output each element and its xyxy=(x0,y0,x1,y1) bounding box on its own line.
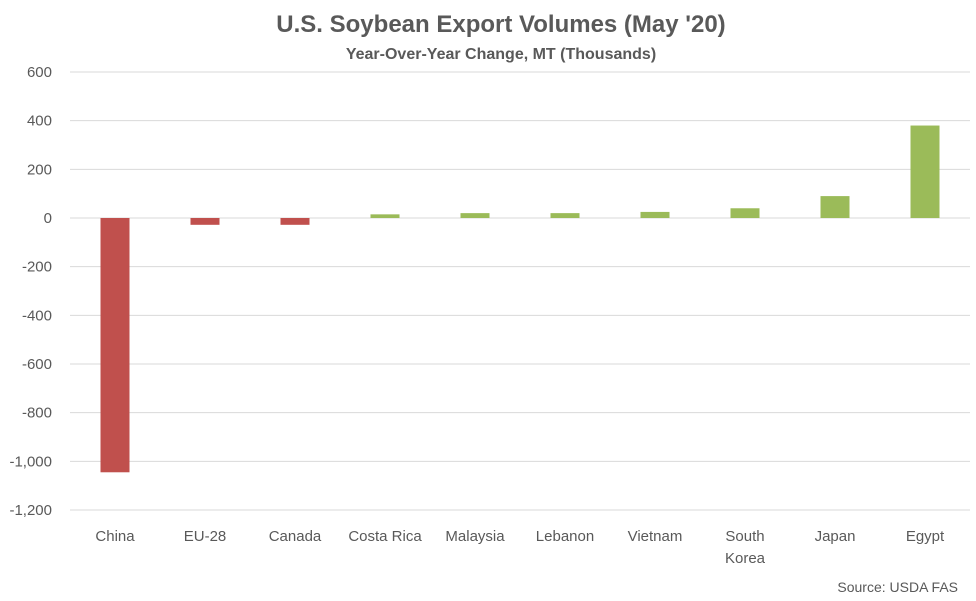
bar xyxy=(820,196,850,218)
bar xyxy=(100,218,130,473)
x-category-label: EU-28 xyxy=(184,528,227,545)
bar xyxy=(910,125,940,218)
y-tick-label: -800 xyxy=(22,405,52,422)
bar xyxy=(190,218,220,225)
bar xyxy=(370,214,400,218)
y-tick-label: -200 xyxy=(22,259,52,276)
source-note: Source: USDA FAS xyxy=(837,579,958,595)
x-category-label: Canada xyxy=(269,528,322,545)
x-category-label: Japan xyxy=(815,528,856,545)
bar xyxy=(280,218,310,225)
y-tick-label: -1,200 xyxy=(9,502,52,519)
x-category-label: Lebanon xyxy=(536,528,594,545)
x-category-label: Malaysia xyxy=(445,528,505,545)
y-tick-label: -400 xyxy=(22,307,52,324)
x-category-label: Vietnam xyxy=(628,528,683,545)
x-category-label: Costa Rica xyxy=(348,528,422,545)
bar xyxy=(640,211,670,218)
y-tick-label: 200 xyxy=(27,161,52,178)
grid-layer xyxy=(70,71,970,511)
y-tick-label: 600 xyxy=(27,64,52,81)
bar xyxy=(730,208,760,218)
x-axis-categories: China EU-28 Canada Costa Rica Malaysia Lebano… xyxy=(95,528,945,567)
chart-subtitle: Year-Over-Year Change, MT (Thousands) xyxy=(346,46,656,63)
chart-title: U.S. Soybean Export Volumes (May '20) xyxy=(276,11,725,38)
y-tick-label: 400 xyxy=(27,113,52,130)
y-tick-label: 0 xyxy=(44,210,52,227)
bar xyxy=(460,213,490,218)
y-axis-ticks: 600 400 200 0 -200 -400 -600 -800 -1,000 -1,200 xyxy=(9,64,52,519)
x-category-label: Korea xyxy=(725,550,766,567)
x-category-label: Egypt xyxy=(906,528,945,545)
x-category-label: South xyxy=(725,528,764,545)
y-tick-label: -600 xyxy=(22,356,52,373)
y-tick-label: -1,000 xyxy=(9,453,52,470)
bars xyxy=(100,125,940,473)
x-category-label: China xyxy=(95,528,135,545)
bar xyxy=(550,213,580,218)
